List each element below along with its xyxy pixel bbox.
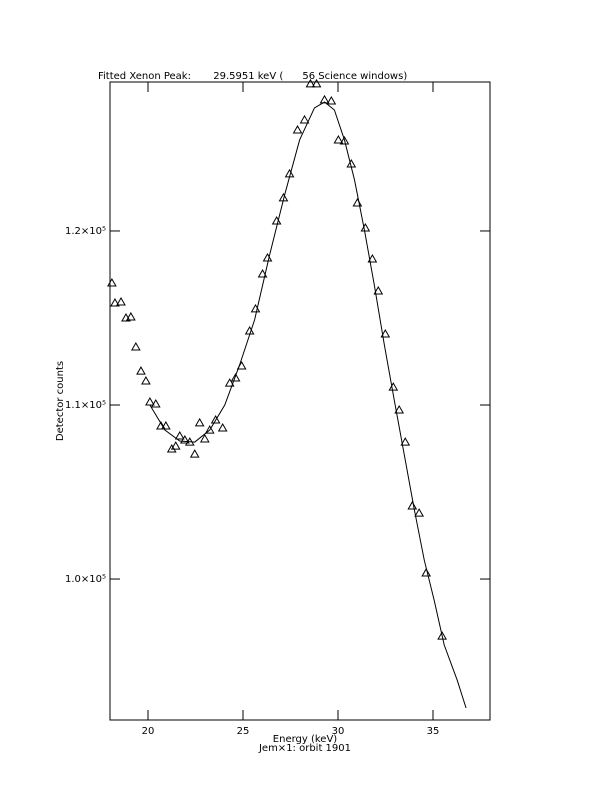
data-point [166, 444, 177, 453]
data-point [326, 95, 337, 105]
fit-line [149, 101, 467, 709]
data-point [130, 342, 141, 351]
data-point [230, 373, 241, 382]
data-point [224, 378, 235, 387]
data-point [299, 114, 310, 124]
data-point [110, 298, 120, 307]
x-tick-label: 30 [332, 726, 345, 737]
data-point [394, 405, 405, 414]
y-tick-label: 1.0×10⁵ [65, 574, 106, 585]
y-tick-label: 1.2×10⁵ [65, 226, 106, 237]
data-point [160, 421, 171, 430]
data-point [250, 303, 261, 313]
x-tick-label: 25 [237, 726, 250, 737]
data-point [189, 449, 200, 458]
data-point [271, 216, 282, 225]
data-point [244, 326, 255, 335]
data-point [380, 328, 391, 338]
data-point [210, 414, 221, 424]
data-point [421, 567, 432, 577]
data-point [156, 421, 166, 430]
data-point [319, 94, 330, 104]
data-point [400, 437, 411, 446]
plot-frame [109, 81, 491, 721]
data-point [339, 135, 350, 145]
data-point [414, 508, 424, 517]
subtitle: Jem×1: orbit 1901 [258, 743, 351, 754]
data-point [311, 78, 322, 88]
data-point [388, 382, 399, 391]
data-point [199, 433, 210, 443]
x-tick-label: 20 [142, 726, 155, 737]
y-tick-label: 1.1×10⁵ [65, 400, 106, 411]
data-point [194, 417, 205, 427]
data-point [116, 296, 126, 306]
data-point [204, 425, 215, 434]
data-point [174, 430, 185, 440]
data-point [257, 268, 268, 278]
data-point [373, 286, 384, 295]
data-point [179, 434, 190, 444]
data-point [217, 422, 228, 432]
data-point [407, 500, 418, 510]
data-point [352, 197, 363, 207]
data-point [305, 78, 316, 88]
data-point [262, 252, 273, 262]
data-point [145, 397, 155, 406]
data-point [141, 375, 151, 385]
x-axis-label: Energy (keV) [273, 734, 338, 745]
data-point [170, 441, 181, 450]
data-point [333, 134, 344, 144]
y-axis-label: Detector counts [55, 361, 66, 441]
data-point [107, 277, 117, 287]
data-point [136, 366, 146, 375]
data-point [437, 631, 447, 640]
data-point [367, 253, 378, 263]
data-point [150, 398, 161, 408]
data-point [360, 223, 371, 232]
x-tick-label: 35 [427, 726, 440, 737]
data-point [126, 311, 136, 321]
chart-title: Fitted Xenon Peak: 29.5951 keV ( 56 Scie… [98, 71, 407, 82]
data-point [292, 125, 303, 134]
